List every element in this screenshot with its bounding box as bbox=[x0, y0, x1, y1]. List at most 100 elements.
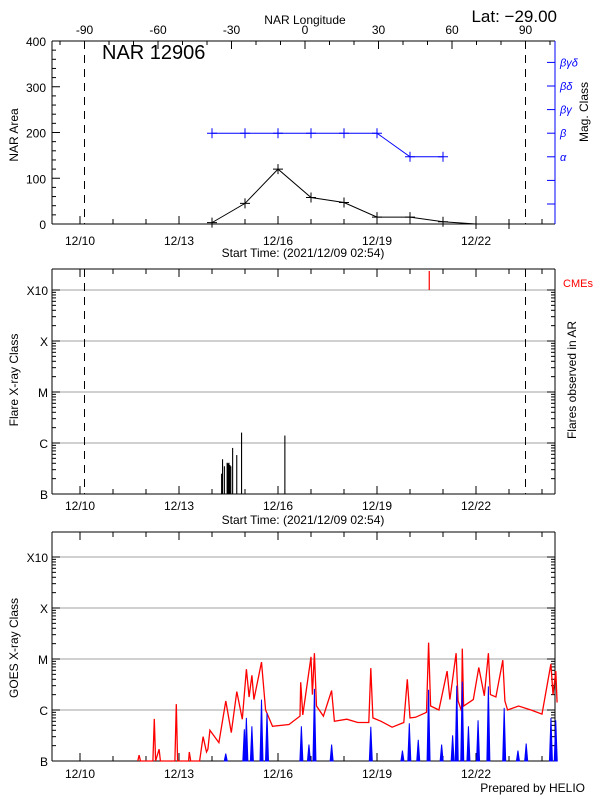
longitude-tick-label: -30 bbox=[223, 23, 241, 37]
mag-class-point bbox=[306, 128, 316, 139]
goes-short-channel-spike bbox=[426, 689, 431, 762]
nar-area-point bbox=[471, 219, 481, 229]
goes-short-channel-spike bbox=[249, 726, 254, 762]
nar-area-point bbox=[339, 197, 349, 208]
goes-short-channel-spike bbox=[329, 744, 334, 762]
mag-class-point bbox=[240, 128, 250, 139]
y-tick-label: X bbox=[40, 602, 48, 616]
x-tick-label: 12/13 bbox=[164, 767, 194, 781]
goes-short-channel-spike bbox=[515, 750, 521, 762]
longitude-axis-title: NAR Longitude bbox=[264, 13, 346, 27]
longitude-tick-label: 30 bbox=[372, 23, 386, 37]
x-tick-label: 12/13 bbox=[164, 234, 194, 248]
goes-long-channel-line bbox=[137, 642, 558, 762]
nar-area-point bbox=[273, 164, 283, 175]
y-tick-label: C bbox=[39, 704, 48, 718]
mag-class-point bbox=[339, 128, 349, 139]
y-axis-title: GOES X-ray Class bbox=[7, 598, 21, 698]
mag-class-tick-label: βδ bbox=[559, 81, 573, 93]
goes-short-channel-spike bbox=[476, 720, 481, 762]
nar-area-point bbox=[438, 216, 448, 227]
mag-class-line bbox=[212, 132, 443, 158]
goes-xray-panel: B C M X X10 12/10 12/13 12/16 12/19 12/22 GOES X-r… bbox=[7, 531, 558, 781]
x-tick-label: 12/22 bbox=[461, 234, 491, 248]
y-tick-label: X bbox=[40, 335, 48, 349]
goes-short-channel-spike bbox=[524, 743, 529, 762]
mag-class-point bbox=[273, 128, 283, 139]
x-tick-label: 12/16 bbox=[263, 499, 293, 513]
x-tick-label: 12/19 bbox=[362, 499, 392, 513]
goes-short-channel-spike bbox=[223, 753, 228, 762]
goes-short-channel-spike bbox=[460, 681, 465, 762]
y-tick-label: X10 bbox=[27, 284, 49, 298]
nar-area-point bbox=[372, 212, 382, 223]
longitude-tick-label: 60 bbox=[445, 23, 459, 37]
goes-short-channel-spike bbox=[312, 688, 317, 762]
y-tick-label: B bbox=[40, 488, 48, 502]
y-tick-label: X10 bbox=[27, 551, 49, 565]
goes-short-channel-spike bbox=[466, 726, 471, 762]
goes-short-channel-spike bbox=[306, 744, 311, 762]
y-tick-label: 100 bbox=[26, 172, 46, 186]
y-axis-title: Flare X-ray Class bbox=[7, 334, 21, 427]
x-tick-label: 12/13 bbox=[164, 499, 194, 513]
goes-short-channel-spike bbox=[259, 699, 264, 762]
x-tick-label: 12/22 bbox=[461, 767, 491, 781]
x-tick-label: 12/10 bbox=[65, 767, 95, 781]
goes-short-channel-spike bbox=[400, 750, 405, 762]
longitude-tick-label: 0 bbox=[302, 23, 309, 37]
x-tick-label: 12/10 bbox=[65, 234, 95, 248]
goes-short-channel-spike bbox=[439, 744, 444, 762]
y-tick-label: M bbox=[38, 653, 48, 667]
x-axis-title: Start Time: (2021/12/09 02:54) bbox=[222, 246, 385, 260]
y-axis-title: NAR Area bbox=[7, 108, 21, 162]
goes-short-channel-spike bbox=[553, 720, 558, 762]
latitude-label: Lat: −29.00 bbox=[471, 7, 557, 26]
y-tick-label: B bbox=[40, 755, 48, 769]
goes-short-channel-spike bbox=[244, 717, 249, 762]
y-tick-label: 400 bbox=[26, 35, 46, 49]
goes-short-channel-spike bbox=[299, 726, 304, 762]
goes-short-channel-spike bbox=[264, 713, 270, 762]
mag-class-tick-label: βγδ bbox=[559, 57, 579, 69]
mag-class-tick-label: α bbox=[560, 152, 567, 164]
mag-class-point bbox=[207, 128, 217, 139]
region-title: NAR 12906 bbox=[102, 42, 205, 64]
nar-area-point bbox=[504, 219, 514, 229]
longitude-tick-label: -90 bbox=[76, 23, 94, 37]
x-tick-label: 12/19 bbox=[362, 767, 392, 781]
goes-short-channel-spike bbox=[407, 723, 412, 762]
longitude-tick-label: -60 bbox=[149, 23, 167, 37]
y-tick-label: 300 bbox=[26, 81, 46, 95]
goes-short-channel-spike bbox=[454, 685, 459, 762]
x-tick-label: 12/16 bbox=[263, 234, 293, 248]
x-tick-label: 12/16 bbox=[263, 767, 293, 781]
y-tick-label: C bbox=[39, 437, 48, 451]
mag-class-tick-label: βγ bbox=[559, 105, 573, 117]
x-tick-label: 12/22 bbox=[461, 499, 491, 513]
y-tick-label: 200 bbox=[26, 127, 46, 141]
nar-area-point bbox=[240, 198, 250, 209]
x-tick-label: 12/19 bbox=[362, 234, 392, 248]
flare-class-panel: B C M X X10 12/10 12/13 12/16 12/19 12/22 Start Ti… bbox=[7, 268, 593, 527]
mag-class-point bbox=[438, 151, 448, 162]
nar-area-point bbox=[405, 212, 415, 223]
nar-area-point bbox=[306, 192, 316, 203]
right-axis-title: Flares observed in AR bbox=[565, 321, 579, 439]
goes-short-channel-spike bbox=[548, 717, 553, 762]
goes-short-channel-spike bbox=[486, 686, 491, 762]
nar-area-line bbox=[211, 168, 477, 225]
prepared-by-label: Prepared by HELIO bbox=[480, 781, 585, 795]
mag-class-point bbox=[372, 128, 382, 139]
mag-class-axis-title: Mag. Class bbox=[577, 82, 591, 142]
y-tick-label: 0 bbox=[39, 218, 46, 232]
mag-class-point bbox=[405, 151, 415, 162]
nar-area-panel: 0 100 200 300 400 -90 -60 -30 0 30 60 90 NAR Longitu… bbox=[7, 13, 591, 260]
x-axis-title: Start Time: (2021/12/09 02:54) bbox=[222, 513, 385, 527]
goes-short-channel-spike bbox=[502, 707, 507, 762]
goes-short-channel-spike bbox=[450, 735, 455, 762]
longitude-tick-label: 90 bbox=[519, 23, 533, 37]
goes-short-channel-spike bbox=[416, 739, 421, 762]
goes-short-channel-spike bbox=[368, 726, 373, 762]
